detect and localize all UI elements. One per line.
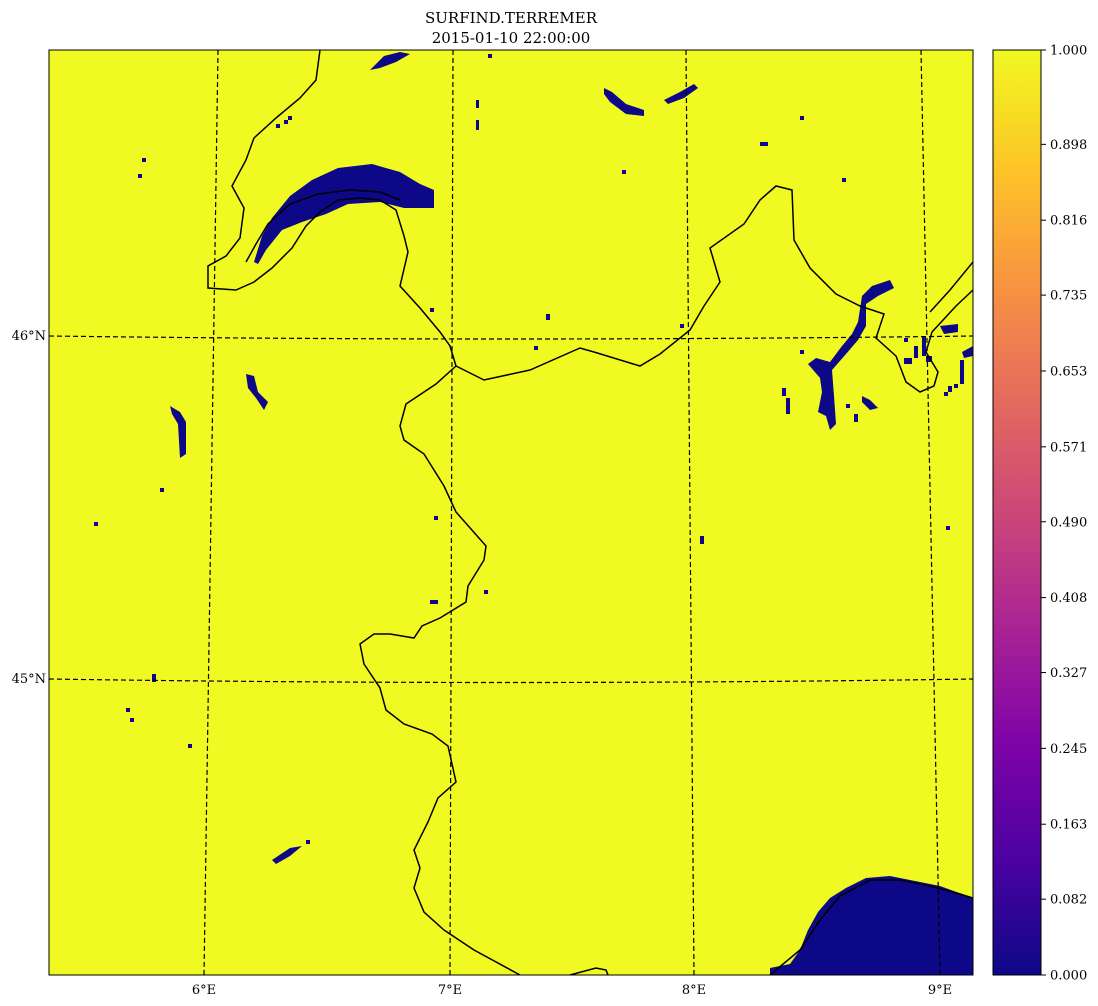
water-pixel (842, 178, 846, 182)
map-panel (49, 50, 973, 975)
border-switzerland-italy (455, 185, 973, 393)
lake-geneva (254, 164, 434, 264)
lake-como (940, 324, 958, 334)
colorbar-tick-label: 0.653 (1050, 364, 1087, 379)
water-pixel (160, 488, 164, 492)
water-pixel (960, 360, 964, 384)
water-pixel (922, 336, 926, 356)
water-pixel (700, 536, 704, 544)
water-pixel (152, 674, 156, 682)
water-bodies (94, 52, 973, 975)
border-lake-maggiore-italy (929, 261, 973, 313)
water-pixel (126, 708, 130, 712)
water-pixel (782, 388, 786, 396)
colorbar-tick-label: 0.490 (1050, 515, 1087, 530)
water-pixel (622, 170, 626, 174)
water-pixel (94, 522, 98, 526)
water-pixel (306, 840, 310, 844)
water-pixel (800, 116, 804, 120)
colorbar-tick-label: 0.327 (1050, 666, 1087, 681)
water-pixel (948, 386, 952, 392)
meridian-6e (203, 50, 219, 975)
colorbar-gradient (992, 49, 1042, 976)
coast-liguria (769, 879, 973, 975)
meridian-7e (449, 50, 454, 975)
water-pixel (138, 174, 142, 178)
colorbar-tick-label: 1.000 (1050, 44, 1087, 59)
water-pixel (434, 516, 438, 520)
water-pixel (430, 308, 434, 312)
colorbar-tick-label: 0.898 (1050, 138, 1087, 153)
water-pixel (488, 54, 492, 58)
water-pixel (130, 718, 134, 722)
graticule (49, 50, 973, 975)
lake-annecy (170, 406, 186, 458)
coast-south (569, 967, 609, 975)
water-pixel (786, 398, 790, 414)
colorbar: 1.000 0.898 0.816 0.735 0.653 0.571 0.490 0.408… (992, 44, 1087, 984)
water-pixel (276, 124, 280, 128)
water-pixel (946, 526, 950, 530)
water-pixel (914, 346, 918, 358)
lake-maggiore (808, 280, 894, 430)
lake-small-east (962, 346, 973, 358)
colorbar-tick-label: 0.000 (1050, 969, 1087, 984)
water-pixel (142, 158, 146, 162)
colorbar-tick-label: 0.816 (1050, 214, 1087, 229)
boundaries (207, 50, 973, 975)
water-pixel (846, 404, 850, 408)
meridian-9e (920, 50, 941, 975)
border-france-italy (359, 365, 521, 975)
border-france-switzerland (207, 50, 457, 367)
colorbar-tick-label: 0.571 (1050, 440, 1087, 455)
lake-small-nw (370, 52, 410, 70)
water-pixel (484, 590, 488, 594)
lat-label-46n: 46°N (12, 329, 46, 344)
colorbar-ticks: 1.000 0.898 0.816 0.735 0.653 0.571 0.490 0.408… (1041, 44, 1087, 984)
ligurian-sea (770, 876, 973, 975)
map-title-field: SURFIND.TERREMER (425, 9, 598, 27)
lon-label-6e: 6°E (192, 983, 216, 998)
water-pixel (854, 414, 858, 422)
lon-label-7e: 7°E (438, 983, 462, 998)
water-pixel (476, 100, 479, 108)
water-pixel (926, 356, 932, 362)
water-pixel (944, 392, 948, 396)
water-pixel (284, 120, 288, 124)
lake-thun-brienz (604, 88, 644, 116)
water-pixel (430, 600, 438, 604)
colorbar-tick-label: 0.163 (1050, 818, 1087, 833)
land-area (49, 50, 973, 975)
water-pixel (954, 384, 958, 388)
water-pixel (760, 142, 768, 146)
water-pixel (904, 338, 908, 342)
lon-label-8e: 8°E (682, 983, 706, 998)
water-pixel (288, 116, 292, 120)
colorbar-tick-label: 0.408 (1050, 591, 1087, 606)
water-pixel (680, 324, 684, 328)
lat-label-45n: 45°N (12, 672, 46, 687)
water-pixel (904, 358, 912, 364)
water-pixel (476, 120, 479, 130)
lake-geneva-outline (245, 189, 401, 263)
colorbar-tick-label: 0.735 (1050, 289, 1087, 304)
lake-small-north (664, 84, 698, 104)
lake-lugano (862, 396, 878, 410)
colorbar-tick-label: 0.245 (1050, 742, 1087, 757)
map-title-datetime: 2015-01-10 22:00:00 (432, 29, 591, 47)
map-frame (48, 49, 974, 976)
water-pixel (534, 346, 538, 350)
lake-small-west1 (246, 374, 268, 410)
colorbar-tick-label: 0.082 (1050, 893, 1087, 908)
lon-label-9e: 9°E (928, 983, 952, 998)
lake-small-south (272, 846, 302, 864)
water-pixel (800, 350, 804, 354)
water-pixel (188, 744, 192, 748)
meridian-8e (685, 50, 695, 975)
water-pixel (546, 314, 550, 320)
